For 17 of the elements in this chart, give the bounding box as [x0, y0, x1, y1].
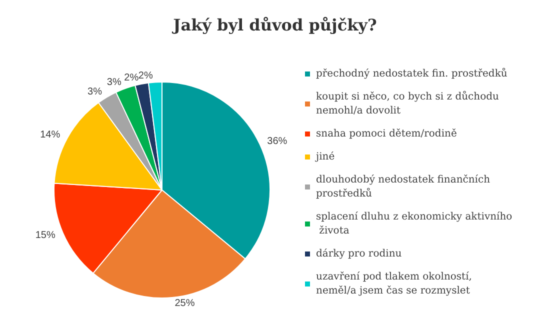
data-label: 36%	[267, 136, 288, 147]
data-label: 14%	[40, 130, 60, 141]
legend-label: dlouhodobý nedostatek finančních prostředků	[316, 174, 494, 200]
chart-title: Jaký byl důvod půjčky?	[171, 16, 377, 34]
data-label: 25%	[174, 298, 195, 309]
data-label: 3%	[106, 77, 122, 88]
legend-label: dárky pro rodinu	[316, 248, 402, 260]
data-label: 2%	[124, 72, 139, 84]
legend-label: koupit si něco, co bych si z důchodu nemohl/a dovolit	[316, 90, 502, 116]
data-label: 15%	[35, 230, 56, 241]
data-label: 3%	[88, 86, 102, 98]
legend-label: uzavření pod tlakem okolností, neměl/a jsem čas se rozmyslet	[316, 272, 476, 296]
legend-label: přechodný nedostatek fin. prostředků	[316, 68, 508, 80]
legend-label: splacení dluhu z ekonomicky aktivního života	[316, 212, 512, 236]
legend-label: snaha pomoci dětem/rodině	[316, 128, 457, 140]
legend-label: jiné	[315, 152, 335, 162]
data-label: 2%	[138, 70, 153, 82]
